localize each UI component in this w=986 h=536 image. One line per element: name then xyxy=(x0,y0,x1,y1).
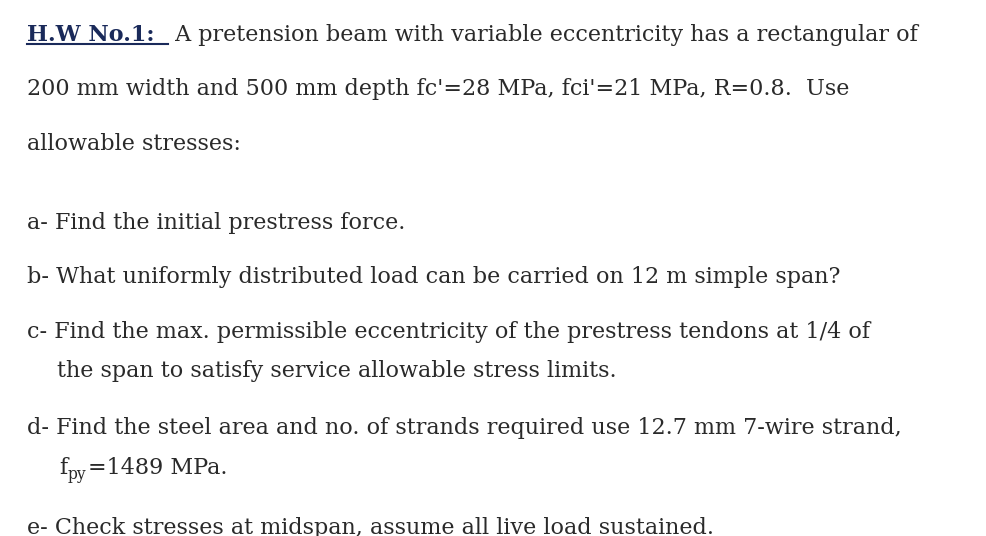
Text: py: py xyxy=(68,466,87,483)
Text: =1489 MPa.: =1489 MPa. xyxy=(89,457,228,479)
Text: the span to satisfy service allowable stress limits.: the span to satisfy service allowable st… xyxy=(56,360,615,382)
Text: H.W No.1:: H.W No.1: xyxy=(27,24,154,46)
Text: 200 mm width and 500 mm depth fc'=28 MPa, fci'=21 MPa, R=0.8.  Use: 200 mm width and 500 mm depth fc'=28 MPa… xyxy=(27,78,848,100)
Text: A pretension beam with variable eccentricity has a rectangular of: A pretension beam with variable eccentri… xyxy=(168,24,917,46)
Text: d- Find the steel area and no. of strands required use 12.7 mm 7-wire strand,: d- Find the steel area and no. of strand… xyxy=(27,418,900,440)
Text: f: f xyxy=(59,457,67,479)
Text: allowable stresses:: allowable stresses: xyxy=(27,133,241,155)
Text: e- Check stresses at midspan, assume all live load sustained.: e- Check stresses at midspan, assume all… xyxy=(27,517,713,536)
Text: c- Find the max. permissible eccentricity of the prestress tendons at 1/4 of: c- Find the max. permissible eccentricit… xyxy=(27,321,869,343)
Text: b- What uniformly distributed load can be carried on 12 m simple span?: b- What uniformly distributed load can b… xyxy=(27,266,839,288)
Text: a- Find the initial prestress force.: a- Find the initial prestress force. xyxy=(27,212,404,234)
